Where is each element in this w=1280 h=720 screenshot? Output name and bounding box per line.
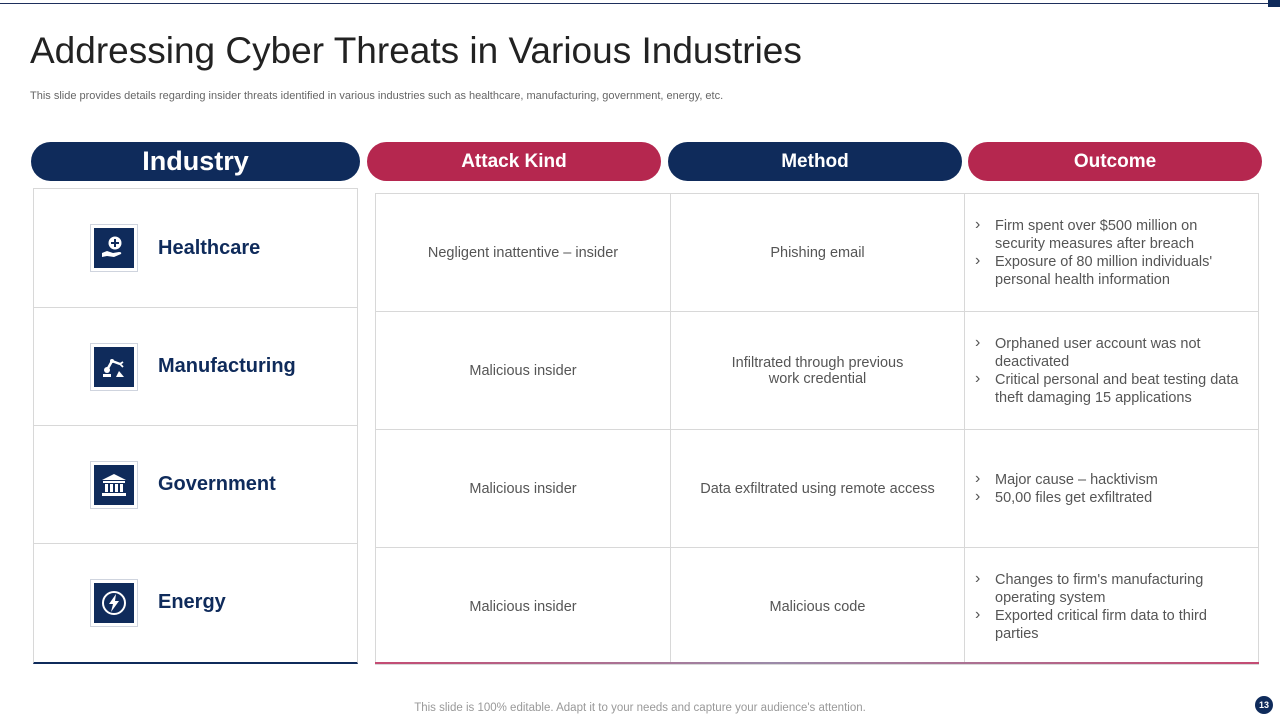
page-number-badge: 13 bbox=[1255, 696, 1273, 714]
outcome-list: Changes to firm's manufacturing operatin… bbox=[975, 570, 1250, 643]
outcome-item: Changes to firm's manufacturing operatin… bbox=[975, 570, 1250, 607]
table-row: Malicious insider Infiltrated through pr… bbox=[376, 311, 1258, 429]
header-method: Method bbox=[668, 142, 962, 181]
attack-kind-cell: Negligent inattentive – insider bbox=[427, 245, 619, 261]
method-cell: Malicious code bbox=[670, 548, 964, 665]
table-bottom-rule bbox=[375, 662, 1259, 664]
outcome-item: Exposure of 80 million individuals' pers… bbox=[975, 252, 1250, 289]
slide-title: Addressing Cyber Threats in Various Indu… bbox=[30, 30, 802, 71]
outcome-list: Firm spent over $500 million on security… bbox=[975, 216, 1250, 289]
method-cell: Data exfiltrated using remote access bbox=[670, 430, 964, 547]
industry-label: Manufacturing bbox=[158, 355, 296, 377]
threats-table: Negligent inattentive – insider Phishing… bbox=[375, 193, 1259, 665]
outcome-item: Orphaned user account was not deactivate… bbox=[975, 334, 1250, 371]
outcome-item: Firm spent over $500 million on security… bbox=[975, 216, 1250, 253]
industry-label: Government bbox=[158, 473, 276, 495]
outcome-cell: Orphaned user account was not deactivate… bbox=[964, 312, 1258, 429]
outcome-list: Orphaned user account was not deactivate… bbox=[975, 334, 1250, 407]
method-cell: Phishing email bbox=[670, 194, 964, 312]
header-outcome: Outcome bbox=[968, 142, 1262, 181]
table-row: Negligent inattentive – insider Phishing… bbox=[376, 194, 1258, 312]
outcome-item: 50,00 files get exfiltrated bbox=[975, 488, 1158, 507]
outcome-cell: Changes to firm's manufacturing operatin… bbox=[964, 548, 1258, 665]
government-building-icon bbox=[90, 460, 138, 509]
table-row: Malicious insider Malicious code Changes… bbox=[376, 547, 1258, 665]
header-industry: Industry bbox=[31, 142, 360, 181]
attack-kind-cell: Malicious insider bbox=[469, 362, 577, 379]
industry-row-manufacturing: Manufacturing bbox=[34, 307, 357, 425]
outcome-list: Major cause – hacktivism 50,00 files get… bbox=[975, 470, 1158, 507]
header-attack-kind: Attack Kind bbox=[367, 142, 661, 181]
attack-kind-cell: Malicious insider bbox=[469, 598, 577, 615]
outcome-item: Exported critical firm data to third par… bbox=[975, 606, 1250, 643]
robot-arm-icon bbox=[90, 342, 138, 391]
industry-label: Healthcare bbox=[158, 236, 261, 259]
top-rule bbox=[0, 3, 1268, 4]
industry-row-government: Government bbox=[34, 425, 357, 543]
outcome-cell: Major cause – hacktivism 50,00 files get… bbox=[964, 430, 1258, 547]
industry-row-energy: Energy bbox=[34, 543, 357, 661]
industry-row-healthcare: Healthcare bbox=[34, 189, 357, 307]
energy-bolt-icon bbox=[90, 578, 138, 627]
method-cell: Infiltrated through previous work creden… bbox=[670, 312, 964, 429]
outcome-item: Major cause – hacktivism bbox=[975, 470, 1158, 489]
attack-kind-cell: Malicious insider bbox=[469, 480, 577, 497]
industry-label: Energy bbox=[158, 591, 226, 613]
slide-footer: This slide is 100% editable. Adapt it to… bbox=[414, 702, 866, 714]
outcome-cell: Firm spent over $500 million on security… bbox=[964, 194, 1258, 312]
top-corner-accent bbox=[1268, 0, 1280, 7]
table-row: Malicious insider Data exfiltrated using… bbox=[376, 429, 1258, 547]
slide-subtitle: This slide provides details regarding in… bbox=[30, 90, 724, 102]
outcome-item: Critical personal and beat testing data … bbox=[975, 370, 1250, 407]
industry-column: Healthcare Manufacturing bbox=[33, 188, 358, 664]
healthcare-icon bbox=[90, 224, 138, 272]
